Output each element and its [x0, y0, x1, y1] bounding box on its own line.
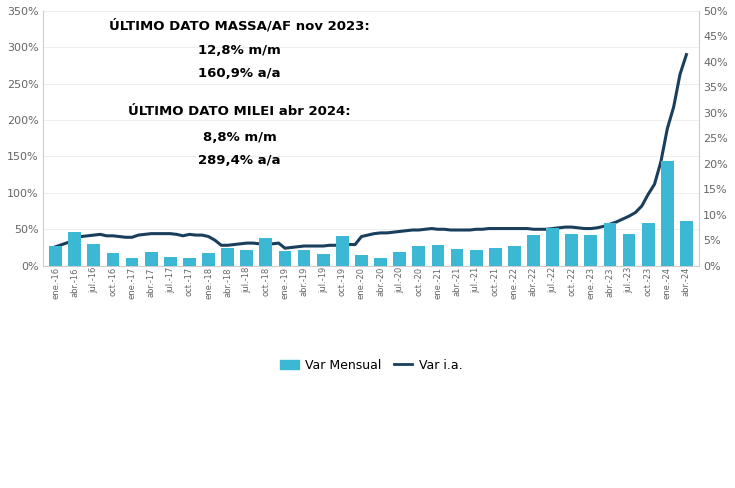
Bar	[661, 161, 674, 265]
Bar	[87, 244, 100, 265]
Bar	[164, 257, 176, 265]
Bar	[298, 250, 310, 265]
Bar	[183, 258, 196, 265]
Bar	[680, 221, 693, 265]
Bar	[355, 255, 368, 265]
Text: 8,8% m/m: 8,8% m/m	[203, 131, 276, 143]
Bar	[393, 252, 406, 265]
Bar	[603, 223, 617, 265]
Bar	[489, 248, 501, 265]
Bar	[336, 236, 348, 265]
Bar	[240, 250, 253, 265]
Bar	[451, 249, 463, 265]
Text: ÚLTIMO DATO MASSA/AF nov 2023:: ÚLTIMO DATO MASSA/AF nov 2023:	[110, 19, 370, 32]
Bar	[107, 253, 119, 265]
Text: 12,8% m/m: 12,8% m/m	[198, 44, 281, 57]
Bar	[259, 238, 272, 265]
Text: 160,9% a/a: 160,9% a/a	[198, 67, 281, 80]
Bar	[470, 250, 482, 265]
Legend: Var Mensual, Var i.a.: Var Mensual, Var i.a.	[275, 354, 467, 377]
Bar	[145, 252, 157, 265]
Bar	[527, 235, 539, 265]
Text: 289,4% a/a: 289,4% a/a	[198, 154, 281, 166]
Bar	[49, 246, 62, 265]
Bar	[374, 258, 387, 265]
Bar	[584, 235, 598, 265]
Bar	[565, 234, 578, 265]
Bar	[68, 231, 81, 265]
Bar	[642, 224, 655, 265]
Text: ÚLTIMO DATO MILEI abr 2024:: ÚLTIMO DATO MILEI abr 2024:	[129, 105, 351, 118]
Bar	[221, 248, 234, 265]
Bar	[317, 254, 329, 265]
Bar	[202, 253, 215, 265]
Bar	[126, 258, 138, 265]
Bar	[431, 245, 444, 265]
Bar	[623, 234, 636, 265]
Bar	[279, 251, 291, 265]
Bar	[546, 228, 559, 265]
Bar	[412, 246, 425, 265]
Bar	[508, 246, 520, 265]
